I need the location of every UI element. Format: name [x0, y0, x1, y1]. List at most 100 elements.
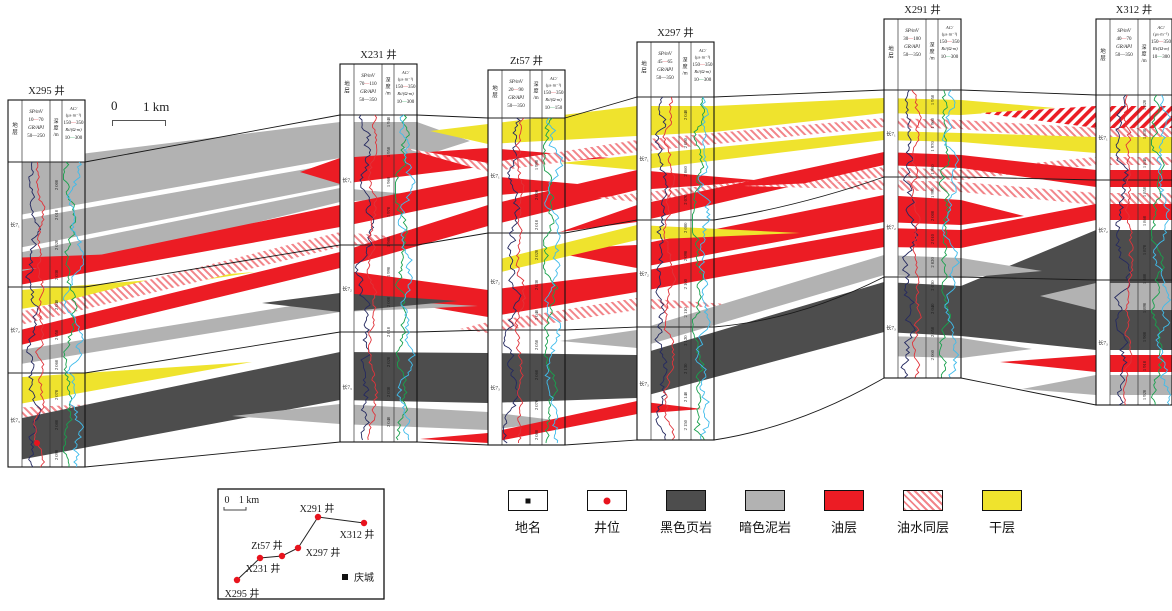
legend-swatch-dry — [982, 490, 1022, 511]
depth-tick-label: 1 830 — [1142, 128, 1147, 139]
depth-tick-label: 1 860 — [1142, 215, 1147, 226]
depth-tick-label: 1 990 — [534, 159, 539, 170]
sp-label: SP/mV — [29, 110, 44, 115]
sp-curve — [25, 161, 42, 468]
rt-label: Rt/(Ω·m) — [64, 127, 82, 132]
strata-header-label: 地层 — [1100, 47, 1106, 62]
legend-item-well: 井位 — [585, 490, 629, 536]
depth-tick-label: 1 910 — [1142, 360, 1147, 371]
horizon-line — [564, 326, 638, 331]
inset-well-label: X297 井 — [306, 546, 341, 559]
well-column-frame — [636, 41, 715, 441]
inset-well-label: X312 井 — [340, 528, 375, 541]
depth-tick-label: 2 090 — [683, 250, 688, 261]
inset-town-square — [342, 574, 348, 580]
scale-range: 50—350 — [359, 98, 377, 103]
band-oil-layer — [8, 176, 600, 287]
horizon-line — [960, 176, 1097, 181]
band-oil-layer — [560, 152, 1172, 232]
horizon-line — [84, 114, 341, 163]
gr-curve — [33, 161, 46, 468]
stratum-label: 长7₃ — [10, 416, 20, 424]
depth-tick-label: 2 050 — [534, 339, 539, 350]
stratum-label: 长7₃ — [639, 380, 649, 388]
depth-tick-label: 2 100 — [683, 278, 688, 289]
depth-tick-label: 1 970 — [386, 206, 391, 217]
horizon-line — [84, 244, 341, 288]
scale-range: 150—350 — [64, 121, 85, 126]
rt-label: Rt/(Ω·m) — [396, 91, 414, 96]
depth-tick-label: 2 040 — [930, 303, 935, 314]
band-oil-water-layer — [744, 180, 1172, 205]
well-columns: 地层 SP/mV 10—70 GR/API 50—250 深度/m AC/ (μs·m⁻¹) 1… — [7, 3, 1172, 468]
inset-well-dot — [278, 552, 286, 560]
band-dark-mudstone — [232, 404, 562, 430]
depth-tick-label: 2 040 — [534, 309, 539, 320]
horizon-line — [564, 96, 638, 119]
depth-tick-label: 2 080 — [683, 222, 688, 233]
band-oil-layer — [340, 204, 1172, 317]
sp-label: SP/mV — [1117, 29, 1132, 34]
scale-range: 50—350 — [656, 76, 674, 81]
stratum-label: 长7₁ — [10, 221, 20, 229]
band-dark-mudstone — [8, 122, 470, 217]
depth-tick-label: 2 000 — [534, 189, 539, 200]
depth-tick-label: 1 950 — [386, 146, 391, 157]
band-oil-water-layer — [980, 106, 1172, 128]
depth-tick-label: 2 140 — [683, 391, 688, 402]
scale-range: 70—110 — [359, 82, 377, 87]
scale-range: 10—300 — [941, 55, 959, 60]
depth-header-label: 深度/m — [53, 118, 58, 138]
strata-column-bg — [884, 90, 898, 378]
legend-swatch-place — [508, 490, 548, 511]
depth-tick-label: 2 000 — [54, 179, 59, 190]
legend-label: 井位 — [593, 520, 620, 535]
scale-range: 150—350 — [1151, 40, 1172, 45]
legend-swatch-mudstone — [745, 490, 785, 511]
band-dark-mudstone — [884, 336, 1032, 358]
sp-label: SP/mV — [905, 29, 920, 34]
horizon-line — [713, 377, 885, 441]
strata-header-label: 地层 — [888, 45, 894, 60]
horizon-line — [713, 89, 885, 98]
well-X291: 地层 SP/mV 30—100 GR/API 50—350 深度/m AC/ (μs·m⁻¹)… — [883, 3, 962, 379]
depth-tick-label: 2 050 — [683, 137, 688, 148]
rt-curve — [396, 114, 416, 441]
horizon-line — [564, 439, 638, 446]
ac-unit: (μs·m⁻¹) — [66, 113, 82, 118]
depth-tick-label: 2 110 — [683, 307, 688, 318]
scale-range: 150—350 — [396, 85, 417, 90]
depth-tick-label: 2 010 — [54, 209, 59, 220]
rt-label: Rt/(Ω·m) — [693, 69, 711, 74]
scalebar-km-label: 1 km — [143, 99, 170, 114]
ac-label: AC/ — [1156, 25, 1165, 30]
gr-label: GR/API — [360, 90, 376, 95]
band-dark-mudstone — [8, 163, 385, 250]
ac-unit: (μs·m⁻¹) — [546, 83, 562, 88]
stratum-label: 长7₁ — [490, 172, 500, 180]
depth-tick-label: 1 980 — [386, 236, 391, 247]
inset-well-label: X231 井 — [246, 562, 281, 575]
scale-range: 150—350 — [544, 91, 565, 96]
horizon-line — [960, 89, 1097, 96]
depth-tick-label: 2 040 — [683, 109, 688, 120]
well-title: X291 井 — [904, 3, 940, 16]
depth-tick-label: 2 070 — [683, 194, 688, 205]
well-column-frame — [883, 18, 962, 379]
depth-tick-label: 2 090 — [54, 449, 59, 460]
inset-well-label: X295 井 — [225, 587, 260, 600]
gr-label: GR/API — [657, 68, 673, 73]
inset-well-dot — [314, 513, 322, 521]
well-header-bg — [884, 19, 961, 90]
band-oil-layer — [1000, 355, 1172, 372]
depth-tick-label: 1 840 — [1142, 157, 1147, 168]
well-header-bg — [1096, 19, 1172, 95]
rt-curve — [63, 161, 85, 468]
ac-unit: (μs·m⁻¹) — [1153, 32, 1169, 37]
strata-column-bg — [8, 162, 22, 467]
sp-curve — [1114, 94, 1132, 406]
band-oil-water-layer — [460, 298, 742, 333]
inset-well-dot — [294, 544, 302, 552]
depth-tick-label: 1 990 — [386, 266, 391, 277]
